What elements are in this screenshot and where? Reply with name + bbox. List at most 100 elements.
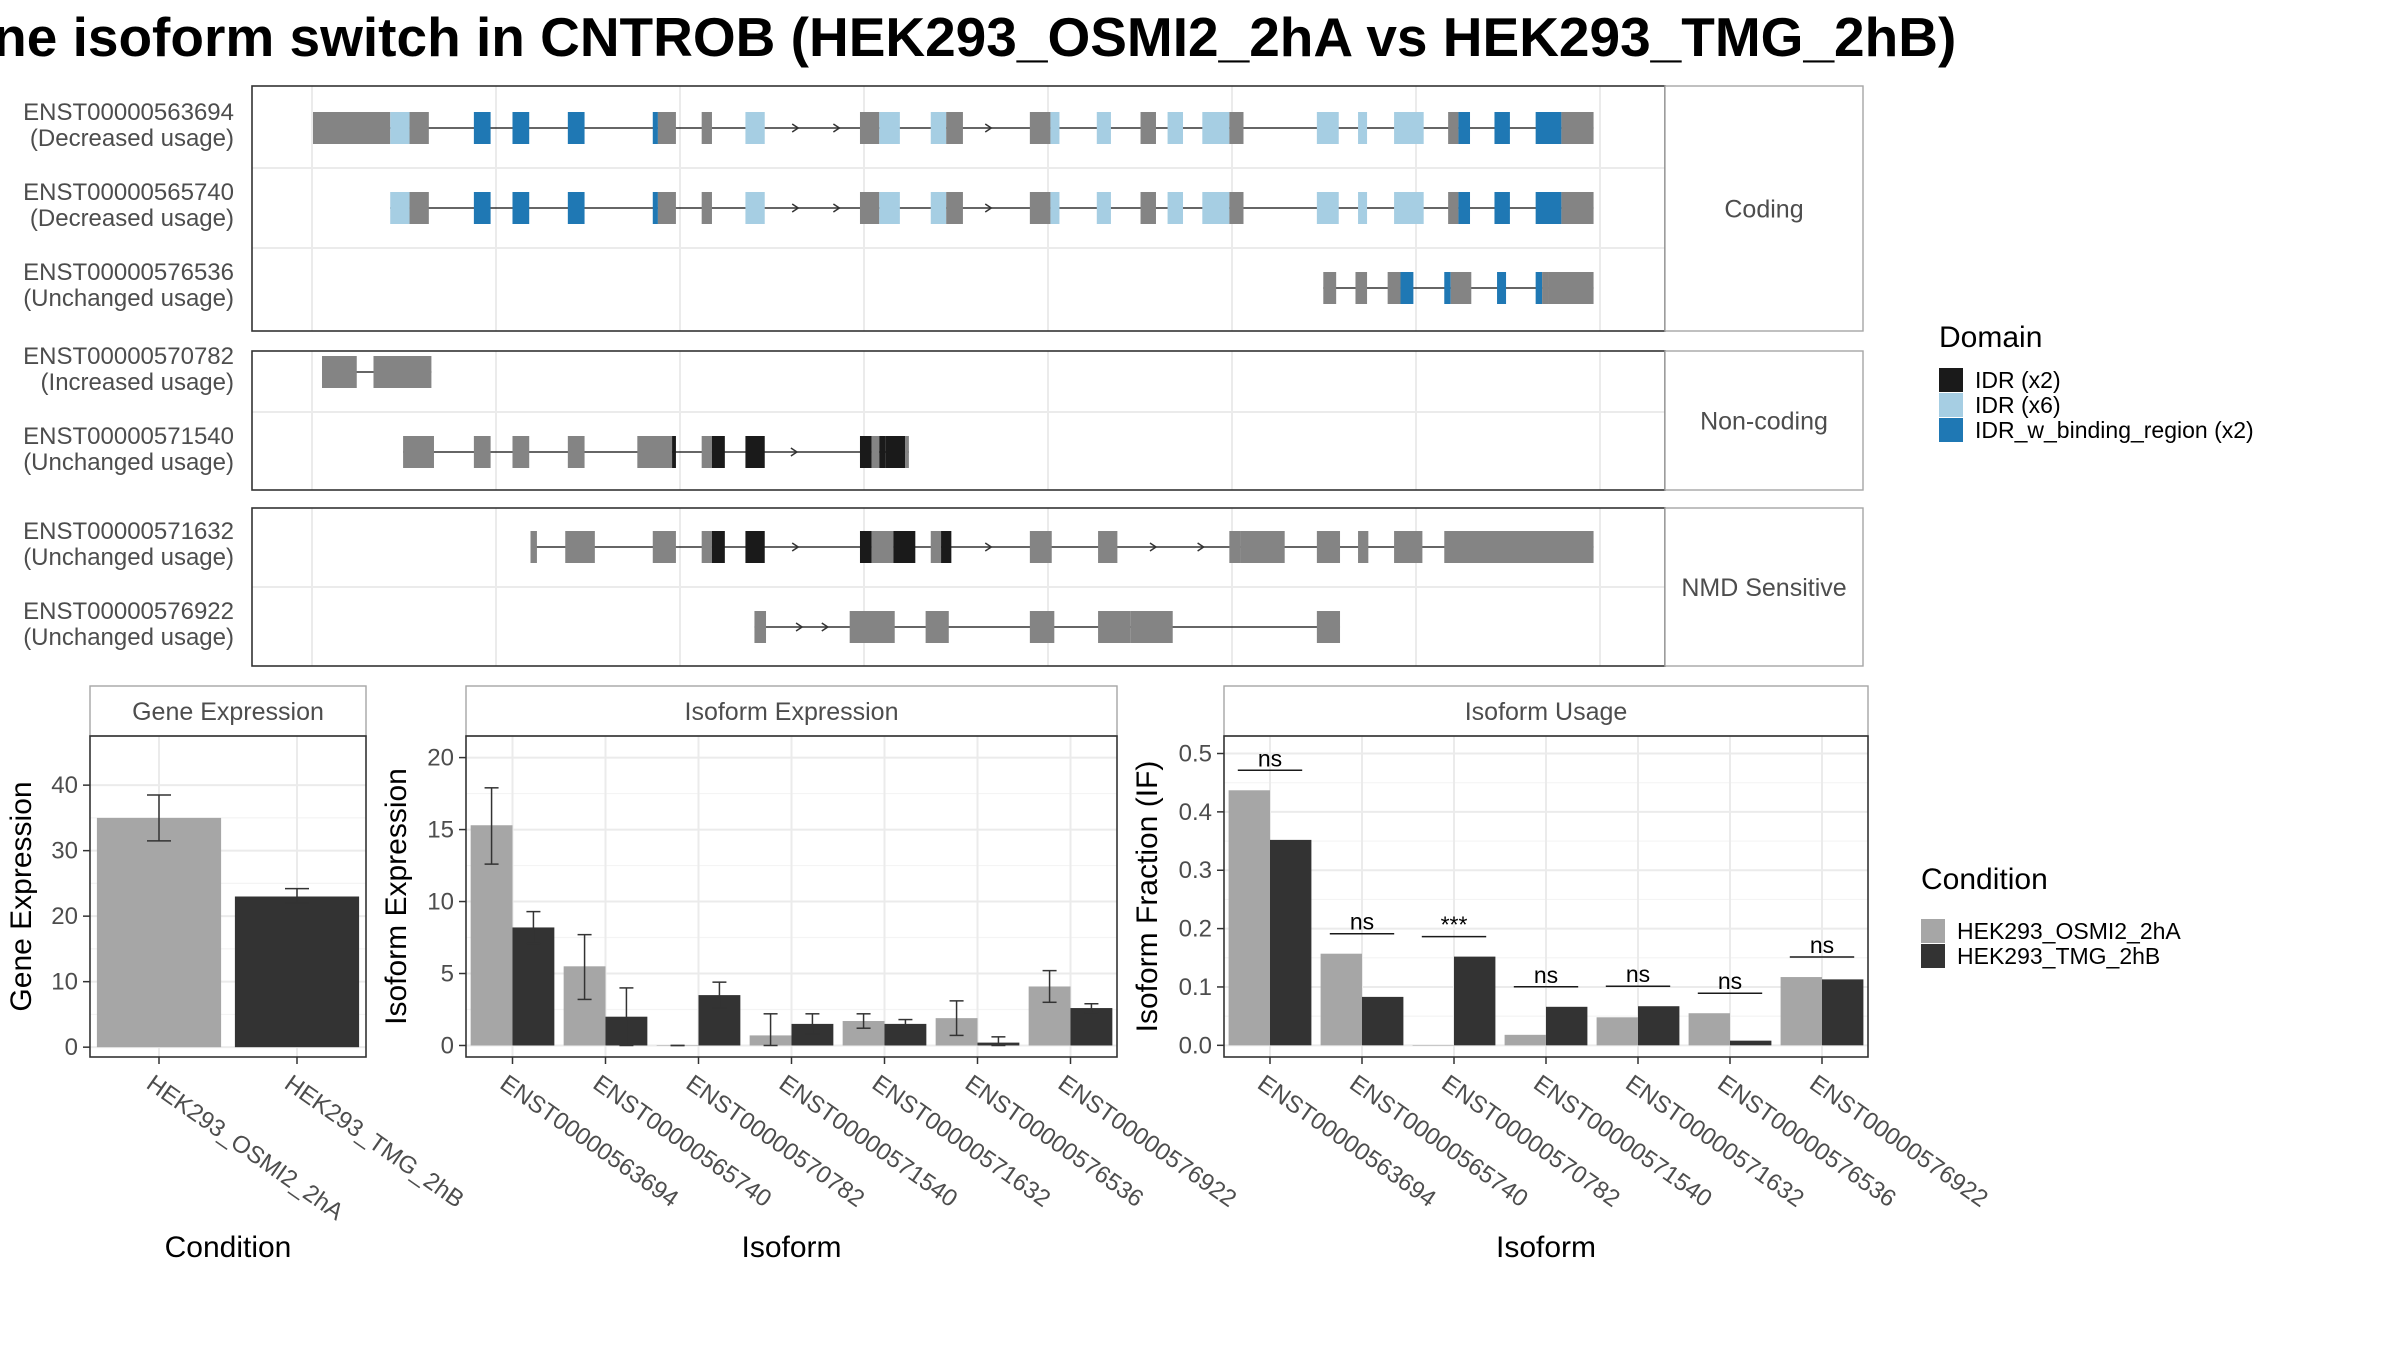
- y-tick-label: 0: [441, 1032, 454, 1059]
- exon-rect: [1542, 272, 1549, 304]
- bar: [234, 896, 360, 1048]
- exon-rect: [322, 356, 357, 388]
- x-axis-title: Condition: [165, 1231, 292, 1264]
- y-tick-label: 10: [427, 889, 454, 916]
- bar: [1780, 977, 1822, 1046]
- facet-strip-label: Non-coding: [1700, 408, 1828, 436]
- strand-arrow: [984, 203, 993, 213]
- bar: [512, 927, 555, 1046]
- legend-key: [1939, 393, 1963, 417]
- exon-rect: [672, 436, 676, 468]
- domain-legend: Domain IDR (x2)IDR (x6)IDR_w_binding_regi…: [1939, 321, 2254, 443]
- exon-rect: [1444, 272, 1451, 304]
- exon-rect: [1448, 112, 1459, 144]
- strand-arrow: [791, 123, 800, 133]
- exon-rect: [313, 112, 391, 144]
- exon-rect: [849, 611, 895, 643]
- exon-rect: [1458, 112, 1471, 144]
- y-axis-title: Isoform Expression: [380, 768, 413, 1025]
- bar: [1730, 1040, 1772, 1046]
- significance-label: ns: [1718, 968, 1742, 994]
- bar: [1638, 1006, 1680, 1046]
- exon-rect: [1050, 112, 1060, 144]
- facet-strip: [1664, 507, 1864, 667]
- bar: [1454, 956, 1496, 1046]
- strand-arrow: [791, 542, 800, 552]
- exon-rect: [530, 531, 537, 563]
- plot-border: [89, 735, 367, 1058]
- exon-rect: [567, 192, 585, 224]
- strand-arrow: [790, 447, 799, 457]
- exon-rect: [567, 112, 585, 144]
- bar: [96, 817, 222, 1048]
- exon-rect: [1029, 531, 1052, 563]
- legend-key: [1939, 418, 1963, 442]
- legend-label: IDR (x2): [1975, 367, 2061, 393]
- transcript-id-label: ENST00000570782: [23, 343, 234, 370]
- exon-rect: [652, 112, 658, 144]
- strand-arrow: [984, 542, 993, 552]
- legend-label: HEK293_OSMI2_2hA: [1957, 918, 2181, 944]
- bar: [1412, 1045, 1454, 1046]
- exon-rect: [1140, 192, 1156, 224]
- panel-title: Gene Expression: [132, 698, 324, 726]
- exon-rect: [711, 531, 725, 563]
- exon-rect: [373, 356, 432, 388]
- significance-label: ***: [1441, 912, 1468, 938]
- strand-arrow: [821, 622, 830, 632]
- panel-title: Isoform Usage: [1465, 698, 1628, 726]
- transcript-id-label: ENST00000571540: [23, 423, 234, 450]
- exon-rect: [701, 112, 712, 144]
- exon-rect: [1240, 531, 1285, 563]
- transcript-usage-label: (Decreased usage): [30, 125, 234, 152]
- exon-rect: [409, 112, 429, 144]
- legend-label: IDR (x6): [1975, 392, 2061, 418]
- strand-arrow: [1149, 542, 1158, 552]
- y-tick-label: 10: [51, 969, 78, 996]
- exon-rect: [1394, 192, 1424, 224]
- exon-rect: [567, 436, 585, 468]
- exon-rect: [871, 436, 880, 468]
- y-tick-label: 0: [65, 1034, 78, 1061]
- y-tick-label: 30: [51, 838, 78, 865]
- exon-rect: [1229, 531, 1241, 563]
- legend-key: [1939, 368, 1963, 392]
- y-tick-label: 0.5: [1179, 741, 1212, 768]
- strand-arrow: [832, 123, 841, 133]
- exon-rect: [390, 192, 410, 224]
- exon-rect: [941, 531, 952, 563]
- exon-rect: [879, 436, 886, 468]
- exon-rect: [745, 192, 765, 224]
- exon-rect: [1098, 611, 1131, 643]
- strand-arrow: [984, 123, 993, 133]
- exon-rect: [930, 112, 947, 144]
- y-tick-label: 15: [427, 817, 454, 844]
- exon-rect: [1316, 192, 1339, 224]
- x-axis-title: Isoform: [741, 1231, 841, 1264]
- panel-title: Isoform Expression: [685, 698, 899, 726]
- exon-rect: [1458, 192, 1471, 224]
- exon-rect: [701, 436, 712, 468]
- exon-rect: [565, 531, 595, 563]
- strand-arrow: [1197, 542, 1205, 552]
- exon-rect: [1316, 531, 1341, 563]
- exon-rect: [1535, 112, 1562, 144]
- exon-rect: [473, 436, 491, 468]
- exon-rect: [390, 112, 410, 144]
- exon-rect: [1387, 272, 1401, 304]
- exon-rect: [652, 531, 676, 563]
- exon-rect: [745, 436, 765, 468]
- exon-rect: [652, 192, 658, 224]
- exon-rect: [512, 436, 530, 468]
- exon-rect: [701, 192, 712, 224]
- bar: [1228, 790, 1270, 1046]
- exon-rect: [745, 112, 765, 144]
- exon-rect: [1548, 272, 1594, 304]
- exon-rect: [1029, 192, 1051, 224]
- bar: [1362, 996, 1404, 1046]
- exon-rect: [893, 531, 916, 563]
- transcript-usage-label: (Decreased usage): [30, 205, 234, 232]
- exon-rect: [1497, 272, 1507, 304]
